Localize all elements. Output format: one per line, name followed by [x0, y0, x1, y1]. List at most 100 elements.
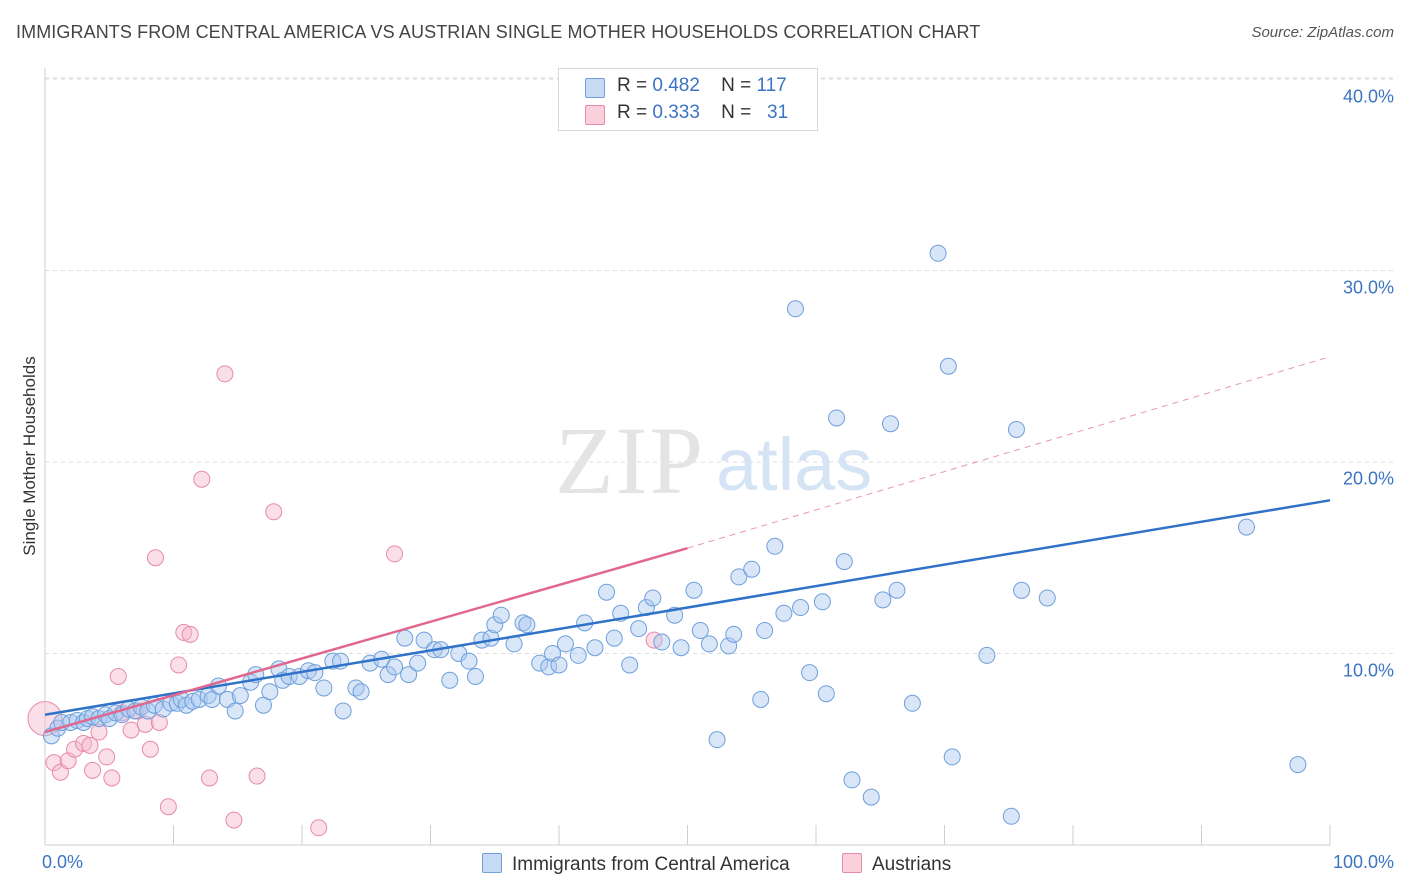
central-america-point-99 — [792, 599, 810, 617]
trend-lines — [44, 356, 1331, 734]
bottom-legend-label-pink: Austrians — [872, 854, 952, 875]
austrians-point-10 — [103, 769, 121, 787]
grid-lines — [45, 77, 1395, 654]
central-america-point-57 — [441, 671, 459, 689]
central-america-point-63 — [486, 616, 504, 634]
central-america-trend-line — [44, 499, 1331, 717]
austrians-point-20 — [170, 656, 188, 674]
austrians-point-16 — [141, 740, 159, 758]
central-america-point-111 — [929, 244, 947, 262]
x-tick-0: 0.0% — [42, 852, 84, 872]
central-america-point-94 — [752, 690, 770, 708]
austrians-point-21 — [175, 623, 193, 641]
stats-legend: R = 0.482 N = 117 R = 0.333 N = 31 — [558, 68, 818, 131]
central-america-point-24 — [190, 690, 208, 708]
austrians-point-18 — [150, 713, 168, 731]
central-america-point-64 — [492, 606, 510, 624]
austrians-point-25 — [216, 365, 234, 383]
austrians-point-23 — [193, 470, 211, 488]
source-label: Source: ZipAtlas.com — [1251, 24, 1394, 41]
central-america-point-60 — [466, 667, 484, 685]
bottom-legend-pink: Austrians — [842, 853, 951, 876]
austrians-trend-line — [44, 546, 688, 734]
central-america-point-29 — [226, 702, 244, 720]
watermark-atlas: atlas — [716, 423, 872, 506]
austrians-point-17 — [147, 549, 165, 567]
legend-r-pink: 0.333 — [652, 102, 700, 123]
central-america-point-106 — [862, 788, 880, 806]
central-america-point-109 — [888, 581, 906, 599]
central-america-point-23 — [184, 692, 202, 710]
austrians-point-0 — [27, 701, 63, 737]
legend-n-pink: 31 — [767, 102, 789, 123]
central-america-point-69 — [540, 658, 558, 676]
central-america-point-87 — [691, 622, 709, 640]
legend-text-pink: R = 0.333 N = 31 — [617, 102, 789, 123]
austrians-point-15 — [136, 715, 154, 733]
austrians-point-6 — [81, 736, 99, 754]
central-america-point-119 — [1237, 518, 1255, 536]
central-america-point-98 — [786, 300, 804, 318]
central-america-point-71 — [550, 656, 568, 674]
central-america-point-112 — [939, 357, 957, 375]
y-tick-10: 10.0% — [1342, 660, 1394, 681]
austrians-point-28 — [265, 503, 283, 521]
central-america-point-93 — [743, 560, 761, 578]
y-tick-30: 30.0% — [1342, 277, 1394, 298]
austrians-point-19 — [159, 798, 177, 816]
central-america-point-40 — [306, 664, 324, 682]
bottom-legend-label-blue: Immigrants from Central America — [512, 854, 790, 875]
austrians-point-11 — [109, 667, 127, 685]
austrians-point-29 — [310, 819, 328, 837]
central-america-point-67 — [518, 616, 536, 634]
central-america-point-103 — [828, 409, 846, 427]
central-america-point-86 — [685, 581, 703, 599]
austrians-point-30 — [386, 545, 404, 563]
chart-title: IMMIGRANTS FROM CENTRAL AMERICA VS AUSTR… — [16, 22, 981, 42]
central-america-point-92 — [730, 568, 748, 586]
bottom-legend-swatch-blue — [482, 853, 502, 873]
austrians-point-5 — [75, 735, 93, 753]
austrians-point-24 — [200, 769, 218, 787]
central-america-point-73 — [569, 646, 587, 664]
central-america-point-85 — [672, 639, 690, 657]
y-tick-20: 20.0% — [1342, 468, 1394, 489]
central-america-point-91 — [725, 625, 743, 643]
watermark-zip: ZIP — [555, 407, 705, 514]
central-america-point-89 — [708, 731, 726, 749]
central-america-point-44 — [334, 702, 352, 720]
central-america-point-100 — [801, 664, 819, 682]
central-america-point-115 — [1002, 807, 1020, 825]
legend-text-blue: R = 0.482 N = 117 — [617, 75, 787, 96]
central-america-point-46 — [352, 683, 370, 701]
central-america-point-82 — [644, 589, 662, 607]
watermark: ZIP atlas — [555, 407, 872, 514]
austrians-point-1 — [45, 754, 63, 772]
central-america-point-120 — [1289, 756, 1307, 774]
central-america-point-107 — [874, 591, 892, 609]
austrians-point-13 — [122, 721, 140, 739]
legend-swatch-blue — [585, 78, 605, 98]
central-america-point-50 — [386, 658, 404, 676]
central-america-point-118 — [1038, 589, 1056, 607]
central-america-point-105 — [843, 771, 861, 789]
central-america-point-83 — [653, 633, 671, 651]
austrians-point-7 — [84, 761, 102, 779]
central-america-point-95 — [756, 622, 774, 640]
austrians-point-8 — [90, 723, 108, 741]
central-america-point-72 — [556, 635, 574, 653]
central-america-point-101 — [813, 593, 831, 611]
central-america-point-116 — [1007, 420, 1025, 438]
central-america-point-53 — [409, 654, 427, 672]
central-america-point-96 — [766, 537, 784, 555]
legend-n-blue: 117 — [756, 75, 787, 96]
central-america-point-108 — [882, 415, 900, 433]
austrians-point-22 — [181, 625, 199, 643]
x-tick-100: 100.0% — [1332, 852, 1394, 872]
central-america-point-76 — [598, 583, 616, 601]
central-america-point-41 — [315, 679, 333, 697]
central-america-point-59 — [460, 652, 478, 670]
central-america-point-75 — [586, 639, 604, 657]
central-america-point-30 — [231, 687, 249, 705]
central-america-point-80 — [630, 620, 648, 638]
